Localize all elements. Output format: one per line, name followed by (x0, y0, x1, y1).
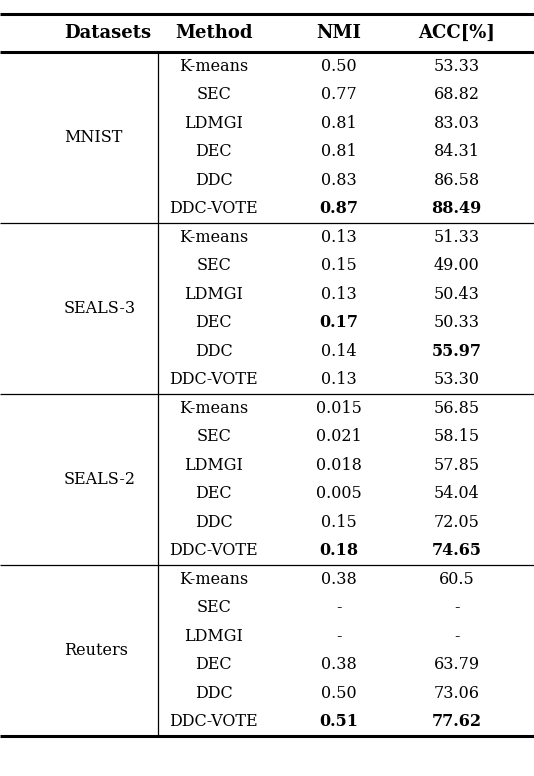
Text: 56.85: 56.85 (434, 400, 480, 417)
Text: 68.82: 68.82 (434, 86, 480, 103)
Text: 0.83: 0.83 (321, 171, 357, 189)
Text: DDC-VOTE: DDC-VOTE (169, 713, 258, 730)
Text: 0.81: 0.81 (321, 115, 357, 132)
Text: 50.33: 50.33 (434, 314, 480, 331)
Text: 0.81: 0.81 (321, 144, 357, 161)
Text: 72.05: 72.05 (434, 514, 480, 531)
Text: 58.15: 58.15 (434, 428, 480, 445)
Text: 0.77: 0.77 (321, 86, 357, 103)
Text: K-means: K-means (179, 57, 248, 74)
Text: 83.03: 83.03 (434, 115, 480, 132)
Text: 74.65: 74.65 (431, 542, 482, 559)
Text: Method: Method (175, 24, 253, 42)
Text: NMI: NMI (317, 24, 362, 42)
Text: LDMGI: LDMGI (184, 628, 243, 645)
Text: DDC: DDC (195, 171, 232, 189)
Text: SEALS-2: SEALS-2 (64, 471, 136, 488)
Text: DDC-VOTE: DDC-VOTE (169, 200, 258, 217)
Text: 0.14: 0.14 (321, 343, 357, 360)
Text: 53.30: 53.30 (434, 371, 480, 388)
Text: -: - (336, 599, 342, 616)
Text: SEC: SEC (196, 86, 231, 103)
Text: 0.17: 0.17 (319, 314, 359, 331)
Text: 0.015: 0.015 (316, 400, 362, 417)
Text: DDC: DDC (195, 684, 232, 702)
Text: 0.13: 0.13 (321, 229, 357, 246)
Text: 0.005: 0.005 (316, 485, 362, 502)
Text: 0.15: 0.15 (321, 258, 357, 274)
Text: LDMGI: LDMGI (184, 115, 243, 132)
Text: 49.00: 49.00 (434, 258, 480, 274)
Text: DEC: DEC (195, 144, 232, 161)
Text: 73.06: 73.06 (434, 684, 480, 702)
Text: DDC-VOTE: DDC-VOTE (169, 371, 258, 388)
Text: 63.79: 63.79 (434, 656, 480, 674)
Text: SEC: SEC (196, 428, 231, 445)
Text: 0.50: 0.50 (321, 57, 357, 74)
Text: 0.018: 0.018 (316, 457, 362, 474)
Text: 0.15: 0.15 (321, 514, 357, 531)
Text: -: - (454, 599, 459, 616)
Text: K-means: K-means (179, 229, 248, 246)
Text: 51.33: 51.33 (434, 229, 480, 246)
Text: 0.50: 0.50 (321, 684, 357, 702)
Text: DEC: DEC (195, 656, 232, 674)
Text: SEALS-3: SEALS-3 (64, 300, 136, 317)
Text: 86.58: 86.58 (434, 171, 480, 189)
Text: 0.18: 0.18 (319, 542, 359, 559)
Text: 84.31: 84.31 (434, 144, 480, 161)
Text: SEC: SEC (196, 258, 231, 274)
Text: 0.13: 0.13 (321, 286, 357, 303)
Text: LDMGI: LDMGI (184, 286, 243, 303)
Text: SEC: SEC (196, 599, 231, 616)
Text: LDMGI: LDMGI (184, 457, 243, 474)
Text: 60.5: 60.5 (439, 571, 474, 587)
Text: ACC[%]: ACC[%] (418, 24, 495, 42)
Text: DDC: DDC (195, 514, 232, 531)
Text: MNIST: MNIST (64, 129, 122, 146)
Text: -: - (454, 628, 459, 645)
Text: 0.38: 0.38 (321, 656, 357, 674)
Text: 0.38: 0.38 (321, 571, 357, 587)
Text: 54.04: 54.04 (434, 485, 480, 502)
Text: 77.62: 77.62 (431, 713, 482, 730)
Text: -: - (336, 628, 342, 645)
Text: DEC: DEC (195, 314, 232, 331)
Text: K-means: K-means (179, 571, 248, 587)
Text: DEC: DEC (195, 485, 232, 502)
Text: 53.33: 53.33 (434, 57, 480, 74)
Text: 0.51: 0.51 (319, 713, 359, 730)
Text: 0.021: 0.021 (316, 428, 362, 445)
Text: DDC-VOTE: DDC-VOTE (169, 542, 258, 559)
Text: DDC: DDC (195, 343, 232, 360)
Text: 57.85: 57.85 (434, 457, 480, 474)
Text: 0.13: 0.13 (321, 371, 357, 388)
Text: 88.49: 88.49 (431, 200, 482, 217)
Text: 55.97: 55.97 (431, 343, 482, 360)
Text: 0.87: 0.87 (319, 200, 359, 217)
Text: K-means: K-means (179, 400, 248, 417)
Text: Datasets: Datasets (64, 24, 151, 42)
Text: 50.43: 50.43 (434, 286, 480, 303)
Text: Reuters: Reuters (64, 642, 128, 659)
